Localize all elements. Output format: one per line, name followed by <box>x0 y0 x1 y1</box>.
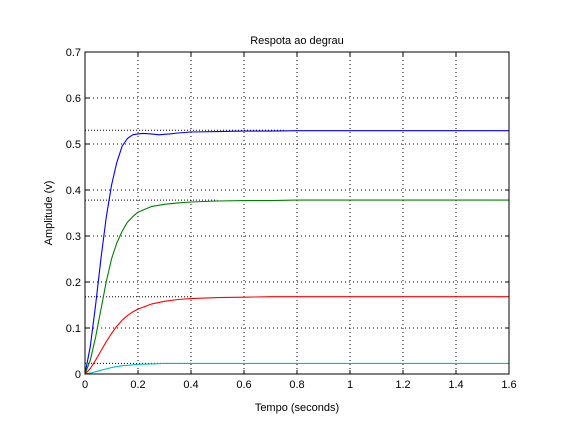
x-tick-label: 0.4 <box>183 379 198 391</box>
y-tick-label: 0 <box>75 369 81 381</box>
series-group <box>84 130 509 375</box>
x-tick-label: 1 <box>347 379 353 391</box>
x-tick-label: 0 <box>82 379 88 391</box>
x-tick-label: 1.6 <box>501 379 516 391</box>
x-tick-label: 0.6 <box>236 379 251 391</box>
x-axis-label: Tempo (seconds) <box>255 402 339 414</box>
y-tick-label: 0.4 <box>66 185 81 197</box>
x-tick-label: 1.4 <box>448 379 463 391</box>
x-tick-label: 0.2 <box>130 379 145 391</box>
y-tick-label: 0.3 <box>66 231 81 243</box>
y-tick-label: 0.6 <box>66 93 81 105</box>
series-line <box>84 130 509 375</box>
y-tick-label: 0.1 <box>66 323 81 335</box>
y-tick-labels: 0 0.1 0.2 0.3 0.4 0.5 0.6 0.7 <box>66 47 81 381</box>
y-axis-label: Amplitude (v) <box>43 181 55 246</box>
ticks <box>84 51 510 375</box>
chart-title: Respota ao degrau <box>250 35 344 47</box>
reference-lines <box>85 129 284 364</box>
series-line <box>84 199 509 375</box>
x-tick-label: 1.2 <box>395 379 410 391</box>
grid <box>85 52 509 374</box>
x-tick-labels: 0 0.2 0.4 0.6 0.8 1 1.2 1.4 1.6 <box>82 379 517 391</box>
y-tick-label: 0.7 <box>66 47 81 59</box>
series-line <box>84 362 509 375</box>
y-tick-label: 0.5 <box>66 139 81 151</box>
y-tick-label: 0.2 <box>66 277 81 289</box>
series-line <box>84 296 509 375</box>
x-tick-label: 0.8 <box>289 379 304 391</box>
